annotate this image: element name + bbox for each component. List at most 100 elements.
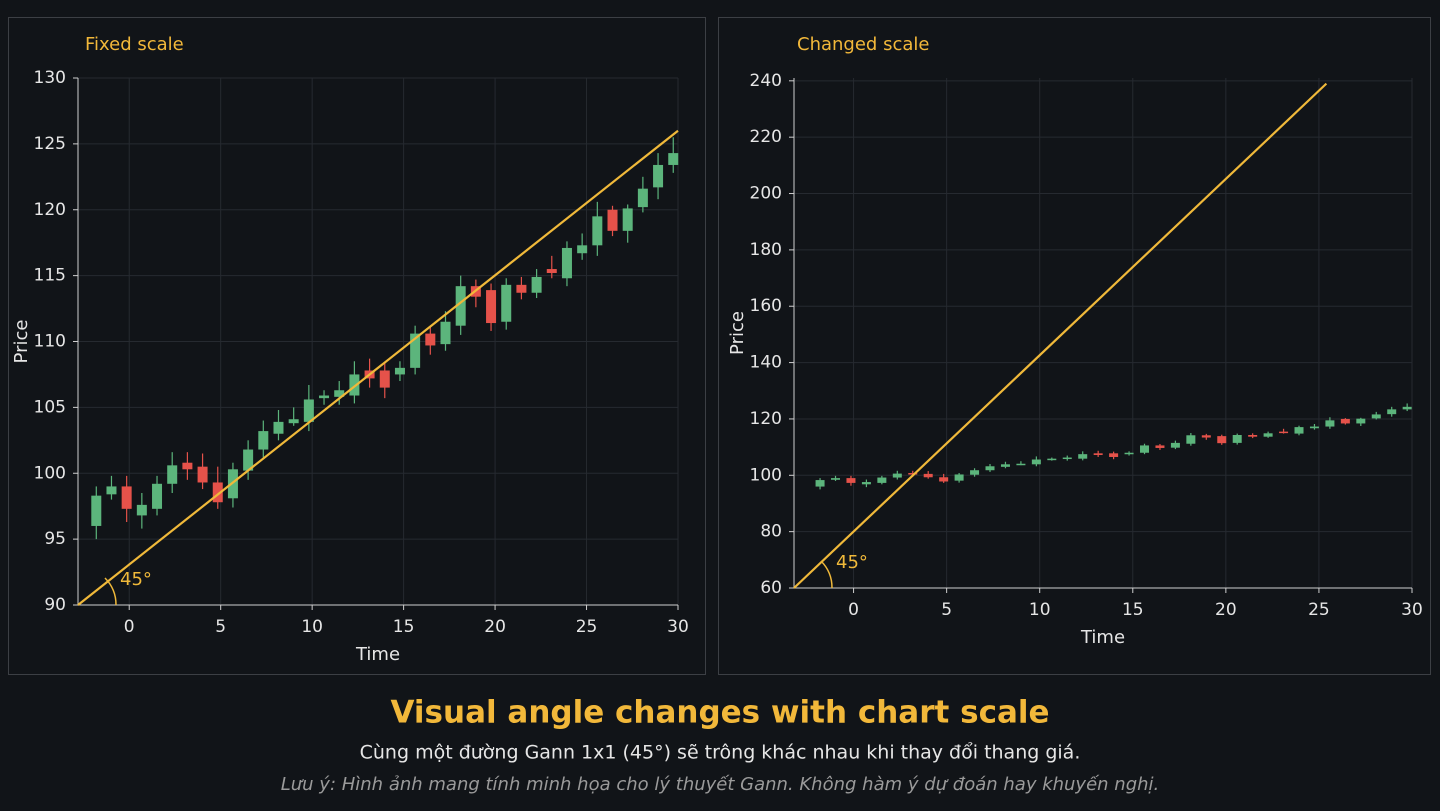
- candle-body: [425, 333, 436, 346]
- gann-line: [77, 129, 679, 606]
- candle-body: [319, 395, 330, 399]
- y-tick-label: 95: [44, 529, 66, 549]
- footer-title: Visual angle changes with chart scale: [390, 695, 1049, 731]
- y-tick-label: 125: [34, 134, 66, 154]
- candle-body: [592, 216, 603, 246]
- candle-body: [1093, 453, 1103, 456]
- x-axis-label: Time: [1080, 627, 1125, 648]
- candle-body: [1387, 409, 1397, 415]
- x-axis-label: Time: [355, 644, 400, 665]
- candle-body: [1155, 445, 1165, 448]
- candle-body: [212, 482, 223, 503]
- candle-body: [1248, 435, 1258, 437]
- candle-body: [1078, 454, 1088, 459]
- candle-body: [561, 247, 572, 279]
- angle-arc: [820, 560, 833, 589]
- x-tick-label: 20: [484, 617, 506, 637]
- y-tick-label: 120: [34, 200, 66, 220]
- candle-body: [273, 421, 284, 434]
- candle-body: [1124, 452, 1134, 455]
- candle-body: [1217, 436, 1227, 444]
- y-tick-label: 80: [760, 522, 782, 542]
- candle-body: [846, 478, 856, 483]
- y-tick-label: 160: [750, 296, 782, 316]
- candle-body: [546, 269, 557, 273]
- candle-body: [106, 486, 117, 495]
- x-tick-label: 0: [124, 617, 135, 637]
- y-tick-label: 100: [34, 463, 66, 483]
- candle-body: [861, 482, 871, 485]
- y-axis-label: Price: [11, 320, 32, 364]
- candle-body: [349, 374, 360, 396]
- x-tick-label: 10: [1029, 600, 1051, 620]
- candle-body: [970, 470, 980, 475]
- candle-body: [288, 419, 299, 424]
- candle-body: [908, 473, 918, 475]
- y-tick-label: 240: [750, 71, 782, 91]
- candle-body: [815, 480, 825, 487]
- x-tick-label: 10: [301, 617, 323, 637]
- candle-body: [1356, 418, 1366, 424]
- x-tick-label: 25: [576, 617, 598, 637]
- y-tick-label: 120: [750, 409, 782, 429]
- y-tick-label: 60: [760, 578, 782, 598]
- candle-body: [516, 284, 527, 293]
- candle-body: [197, 466, 208, 483]
- candle-body: [334, 390, 345, 397]
- y-tick-label: 220: [750, 127, 782, 147]
- chart-title: Fixed scale: [85, 34, 184, 55]
- candle-body: [1031, 459, 1041, 465]
- candle-body: [136, 504, 147, 516]
- candle-body: [653, 164, 664, 188]
- candle-body: [91, 495, 102, 526]
- footer-subtitle: Cùng một đường Gann 1x1 (45°) sẽ trông k…: [360, 742, 1081, 764]
- candle-body: [440, 321, 451, 345]
- angle-label: 45°: [120, 569, 152, 590]
- candle-body: [121, 486, 132, 509]
- candle-body: [1186, 435, 1196, 444]
- candle-body: [1402, 406, 1412, 410]
- x-tick-label: 25: [1308, 600, 1330, 620]
- angle-arc: [104, 577, 117, 606]
- y-tick-label: 105: [34, 397, 66, 417]
- candle-body: [577, 245, 588, 254]
- candle-body: [877, 477, 887, 483]
- candle-body: [1109, 453, 1119, 457]
- x-tick-label: 30: [1401, 600, 1423, 620]
- candle-body: [1000, 464, 1010, 467]
- x-tick-label: 5: [941, 600, 952, 620]
- candle-body: [486, 290, 497, 324]
- candle-body: [939, 477, 949, 482]
- candle-body: [831, 478, 841, 480]
- candle-body: [622, 208, 633, 231]
- candle-body: [394, 367, 405, 375]
- candle-body: [985, 466, 995, 471]
- candle-body: [1279, 431, 1289, 434]
- y-tick-label: 140: [750, 353, 782, 373]
- candle-body: [531, 276, 542, 293]
- x-tick-label: 20: [1215, 600, 1237, 620]
- gann-line: [793, 82, 1328, 589]
- x-tick-label: 5: [215, 617, 226, 637]
- angle-label: 45°: [836, 552, 868, 573]
- x-tick-label: 15: [1122, 600, 1144, 620]
- candle-body: [182, 462, 193, 470]
- candle-body: [668, 153, 679, 165]
- candle-body: [1140, 445, 1150, 453]
- candle-body: [1047, 458, 1057, 461]
- candle-body: [1294, 427, 1304, 434]
- x-tick-label: 30: [667, 617, 689, 637]
- y-tick-label: 130: [34, 68, 66, 88]
- candle-body: [258, 431, 269, 450]
- y-tick-label: 90: [44, 595, 66, 615]
- y-tick-label: 115: [34, 266, 66, 286]
- candle-body: [152, 483, 163, 509]
- candle-body: [1309, 426, 1319, 429]
- candle-body: [954, 474, 964, 481]
- candle-body: [637, 188, 648, 208]
- y-axis-label: Price: [727, 311, 748, 355]
- y-tick-label: 200: [750, 184, 782, 204]
- candle-body: [243, 449, 254, 471]
- candle-body: [1325, 420, 1335, 427]
- candle-body: [410, 333, 421, 368]
